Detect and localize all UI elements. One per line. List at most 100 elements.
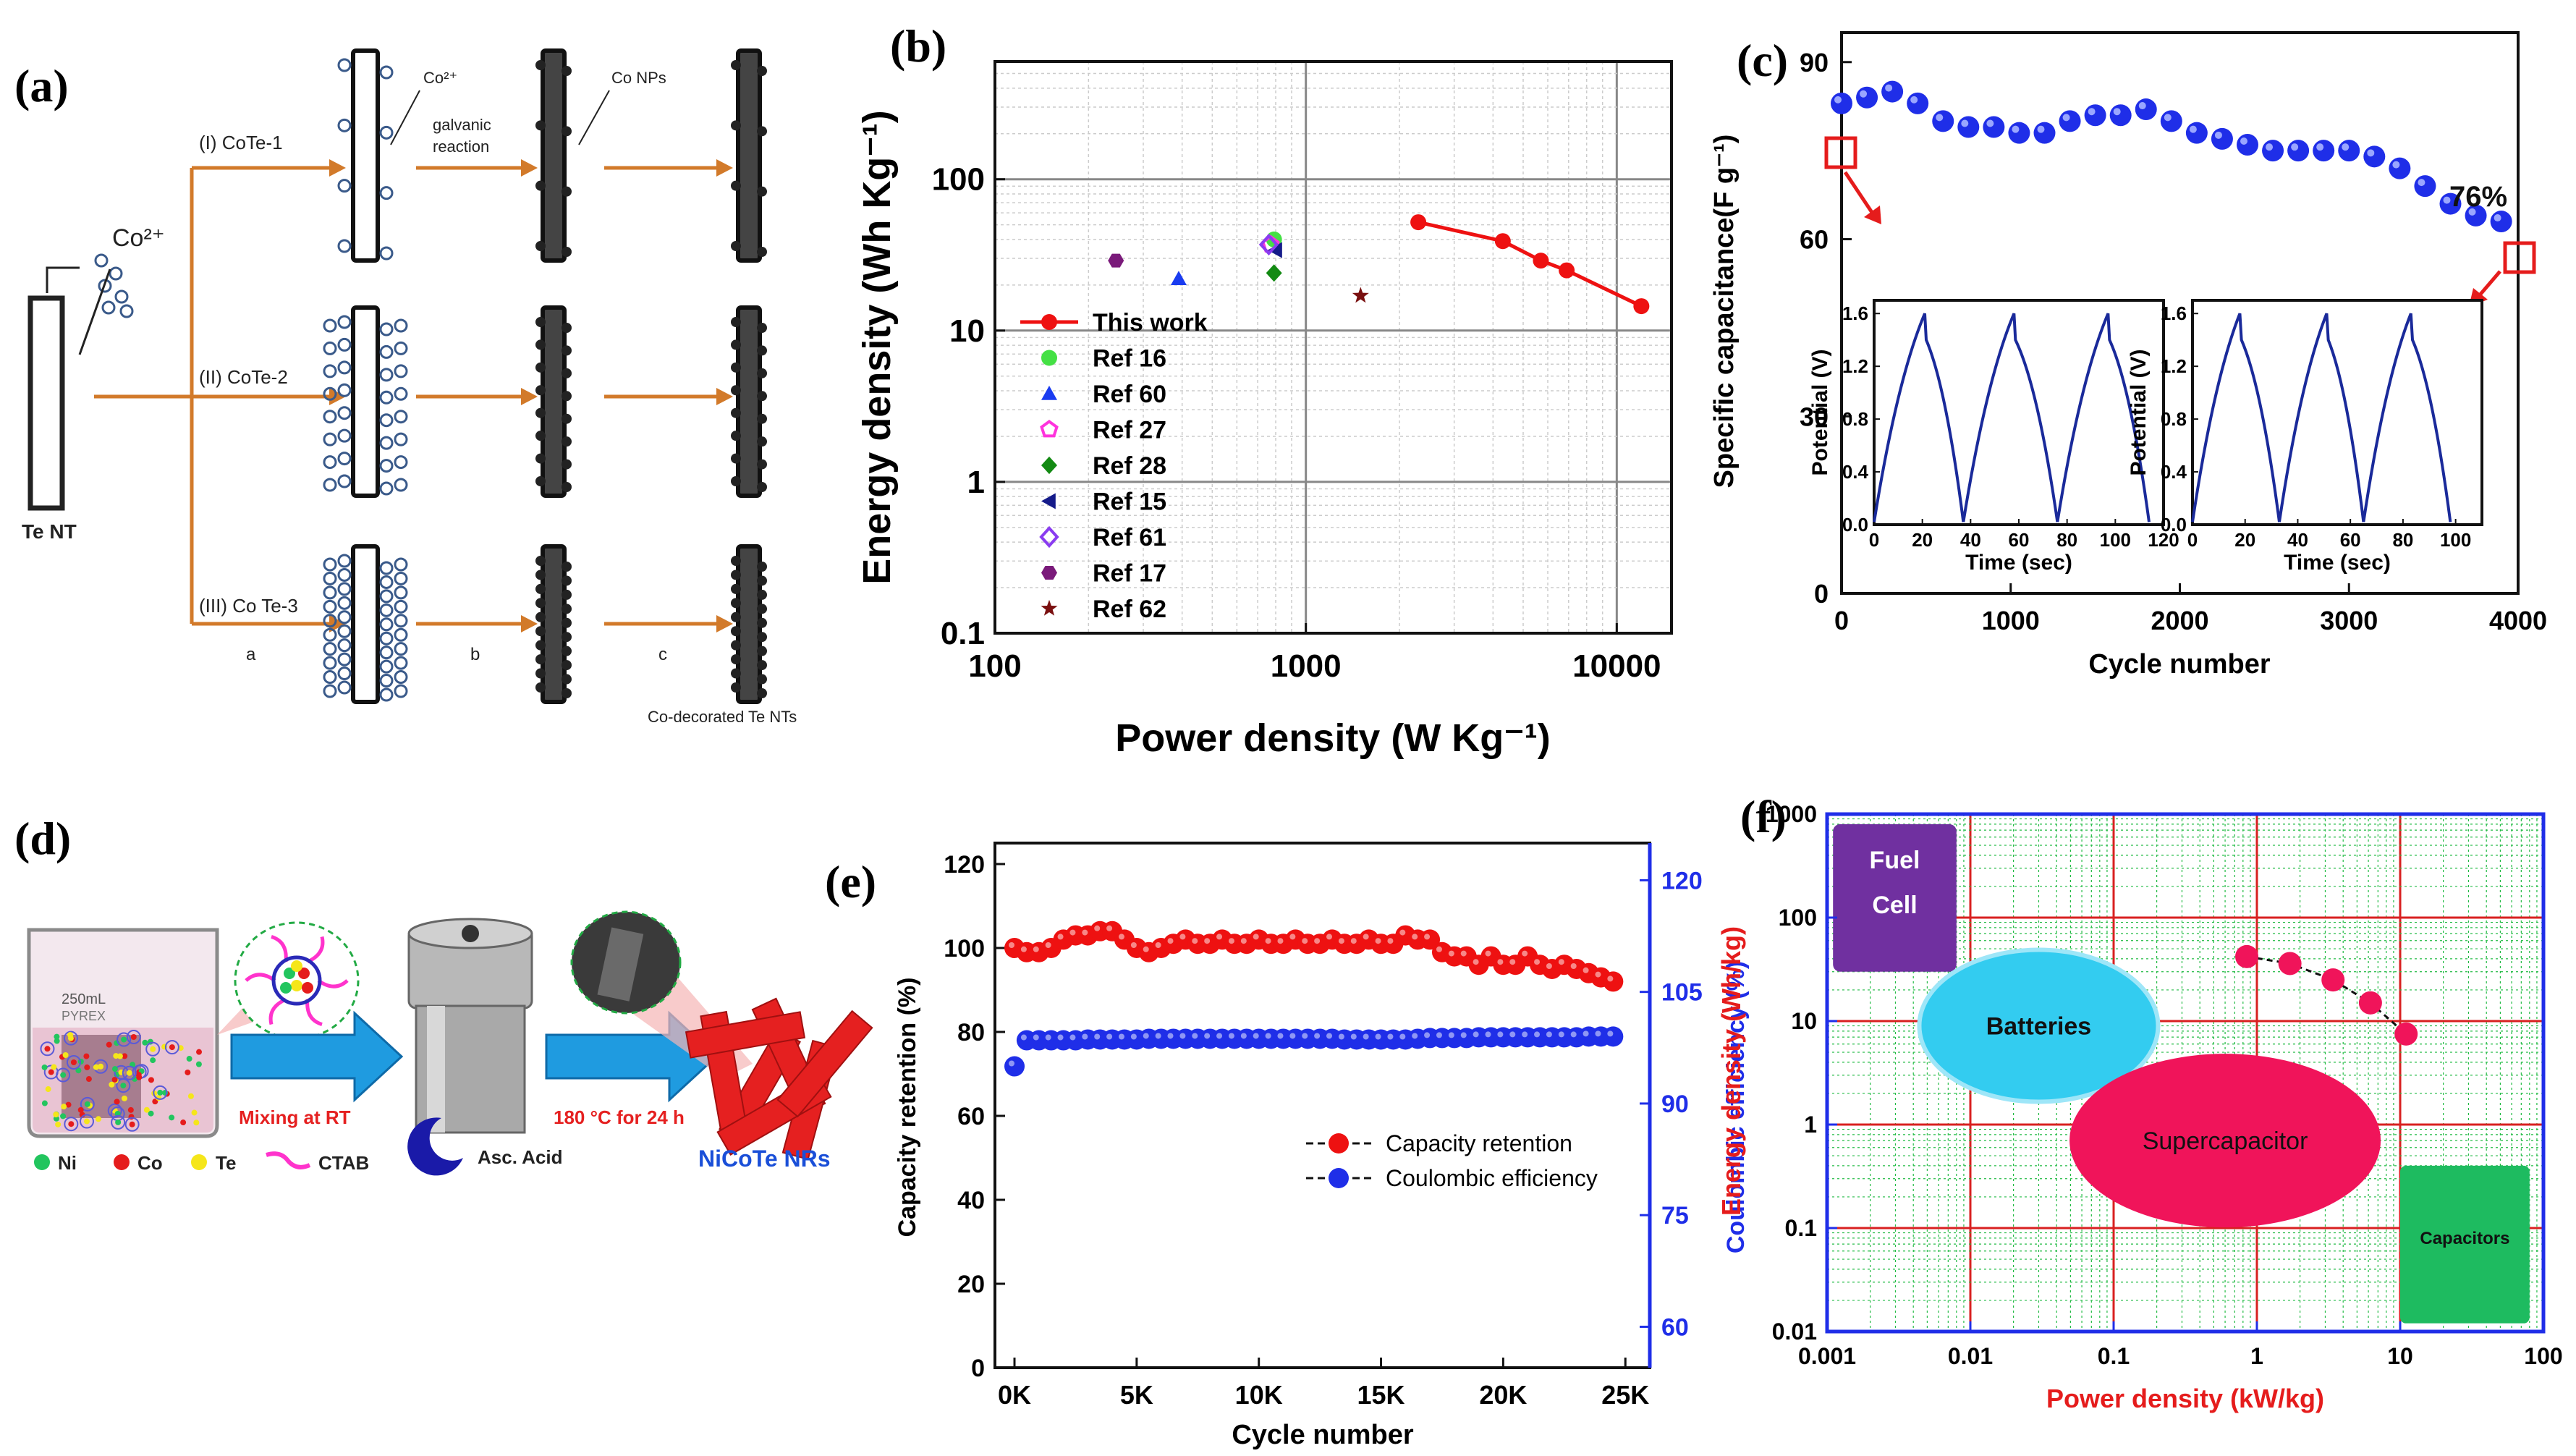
c-point-highlight [1986,119,1994,127]
c-inset-x-tick-label: 100 [2440,529,2471,551]
co-nanoparticle [757,126,767,137]
e-point-highlight [1192,1033,1198,1039]
e-point-highlight [1253,934,1259,940]
e-point-highlight [1155,942,1161,948]
b-point-ref-28 [1266,264,1282,282]
co-ion [394,432,408,446]
e-point-highlight [1240,938,1247,944]
co-nanoparticle [757,660,767,671]
beaker-particle [193,1119,200,1126]
f-region-batteries [1917,947,2161,1104]
nanotube-r1-c1 [541,305,567,498]
e-point-coulombic-efficiency [1004,1056,1025,1077]
f-region-capacitors-label: Capacitors [2420,1229,2509,1248]
e-point-highlight [1460,950,1467,957]
beaker-particle [150,1046,156,1052]
c-inset-x-tick-label: 0 [2187,529,2198,551]
micelle-atom [280,982,292,994]
e-x-tick-label: 15K [1357,1380,1405,1410]
c-point-highlight [2138,102,2146,110]
panel-e-stability-chart: (e) 0K 5K 10K 15K 20K 25K 0 20 40 60 80 100 120 60 75 9… [825,842,1750,1450]
b-legend-marker [1041,386,1057,400]
panel-label-e: (e) [825,856,876,907]
co-legend-dot [114,1154,130,1170]
f-data-point [2278,952,2302,975]
e-point-highlight [1277,938,1284,944]
beaker-particle [60,1113,67,1119]
co-ion [379,575,394,589]
e-point-highlight [1473,959,1479,965]
co-nanoparticle [535,570,546,580]
c-point-highlight [2316,143,2324,151]
co-ion [323,684,337,698]
beaker-micelle [63,1030,78,1046]
e-point-highlight [1583,967,1589,973]
co-ion [379,246,394,261]
ctab-legend-icon [266,1151,311,1169]
b-point-ref-15 [1268,242,1282,258]
b-legend-label: Ref 60 [1093,381,1166,408]
co-ion [337,652,352,666]
beaker-particle [136,1074,143,1080]
co-ion [323,642,337,656]
nanotube-r0-c2 [736,48,762,263]
b-legend-marker [1041,599,1058,616]
co-ion [379,646,394,660]
e-point-highlight [1497,959,1504,965]
asc-acid-label: Asc. Acid [478,1146,563,1168]
co-nanoparticle [535,583,546,594]
f-y-tick-label: 1 [1804,1112,1817,1138]
e-point-highlight [1448,950,1454,957]
co-ion [337,610,352,625]
b-x-tick-label: 1000 [1271,648,1342,684]
e-point-highlight [1106,925,1113,931]
e-point-highlight [1045,1034,1051,1041]
co-ion [337,624,352,638]
co-ion [394,642,408,656]
co-nanoparticle [535,626,546,637]
c-retention-annotation: 76% [2449,181,2507,213]
f-data-point [2394,1022,2418,1046]
f-region-capacitors [2400,1165,2530,1324]
b-point-this-work [1533,253,1549,269]
co-nanoparticle [535,556,546,566]
e-legend-marker [1329,1168,1349,1188]
co-nanoparticle [731,668,741,679]
micelle-particles [245,934,349,1027]
c-point-highlight [2342,143,2350,151]
co-ion [379,344,394,359]
e-ticks: 0K 5K 10K 15K 20K 25K 0 20 40 60 80 100 120 60 75 90 105… [944,843,1703,1410]
co-ion [379,561,394,575]
beaker-particle [169,1114,175,1121]
micelle-atom [291,980,302,991]
c-inset-x-tick-label: 120 [2148,529,2179,551]
e-point-highlight [1265,1033,1271,1039]
co-ion [337,474,352,488]
co-nanoparticle [757,688,767,698]
b-grid [993,61,1672,635]
co-ion [337,118,352,132]
c-inset-y-tick-label: 1.2 [2161,355,2187,377]
c-inset-y-tick-label: 0.8 [2161,408,2187,430]
e-point-highlight [1179,934,1186,940]
co-nanoparticle [757,186,767,197]
co-nanoparticle [562,126,572,137]
e-x-axis-title: Cycle number [1232,1420,1414,1450]
beaker-particle [187,1093,194,1099]
co-nanoparticle [757,646,767,656]
c-data-point [1881,80,1904,103]
co-ion [379,659,394,674]
beaker-particle [60,1072,67,1078]
micelle-atom [284,968,295,979]
c-point-highlight [2266,143,2274,151]
f-x-axis-title: Power density (kW/kg) [2046,1384,2324,1413]
co-nanoparticle [535,476,546,486]
c-inset-y-tick-label: 1.6 [1842,302,1868,324]
b-plot-frame [993,60,1673,635]
c-point-highlight [2214,131,2222,139]
co-ion [337,406,352,420]
b-point-ref-62 [1352,287,1369,303]
e-point-highlight [1118,1033,1124,1040]
c-point-highlight [2494,214,2501,222]
